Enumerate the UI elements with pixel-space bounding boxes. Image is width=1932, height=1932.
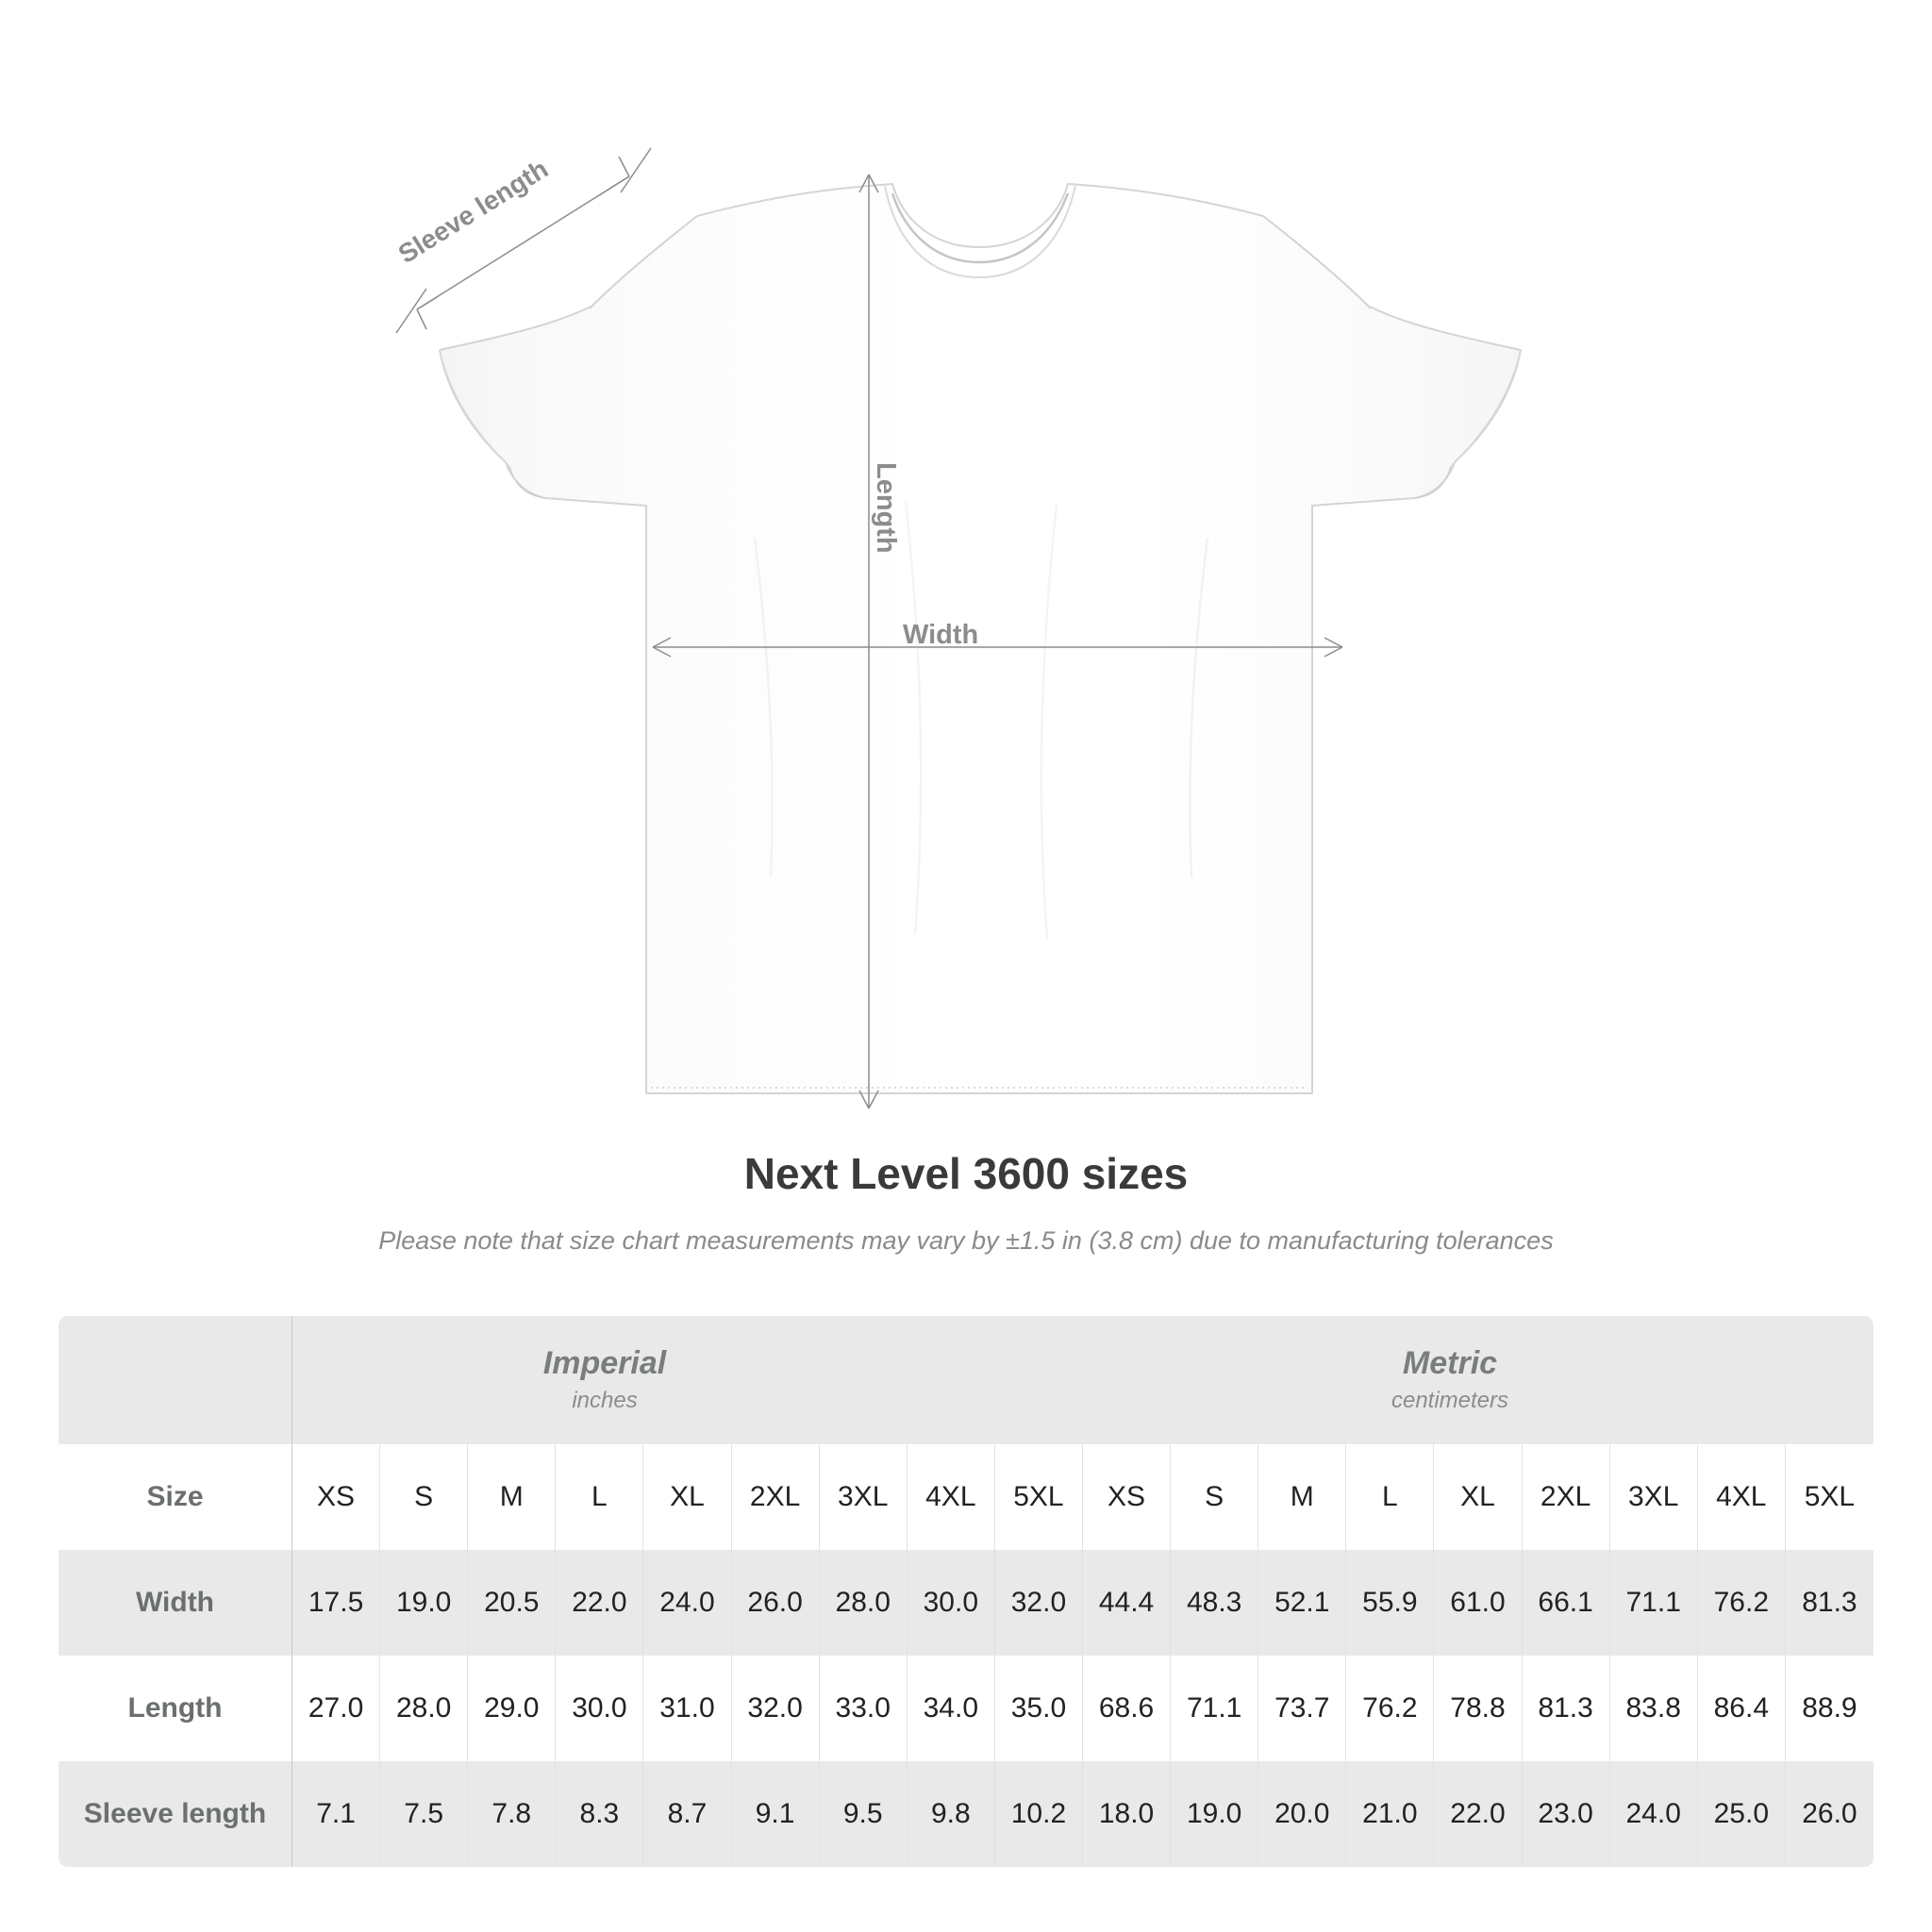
svg-text:Sleeve length: Sleeve length	[393, 154, 554, 269]
svg-text:Width: Width	[903, 620, 978, 650]
svg-text:Length: Length	[871, 462, 901, 554]
